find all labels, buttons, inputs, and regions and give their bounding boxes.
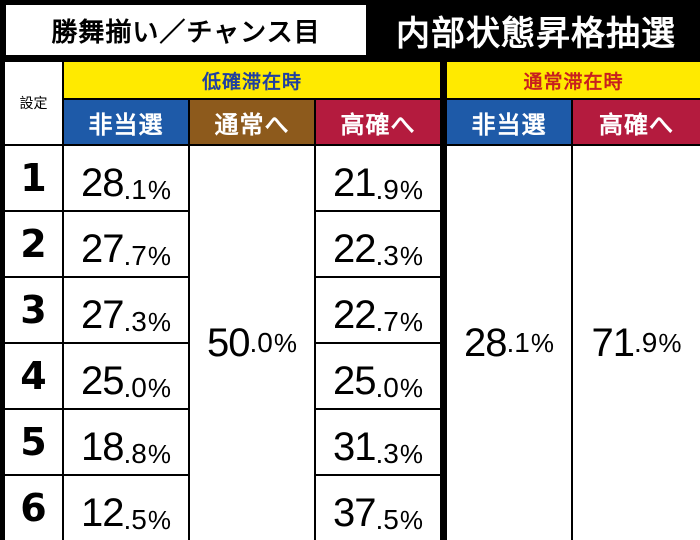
normal-to-high-value: 71.9%	[573, 146, 700, 540]
setting-number: 6	[5, 476, 62, 540]
low-none-value: 12.5%	[64, 476, 188, 540]
col-header-low-to-high: 高確へ	[316, 100, 440, 144]
setting-number: 2	[5, 212, 62, 276]
normal-none-value: 28.1%	[447, 146, 571, 540]
setting-number: 5	[5, 410, 62, 474]
low-none-value: 27.3%	[64, 278, 188, 342]
low-to-normal-value: 50.0%	[190, 146, 314, 540]
low-none-value: 18.8%	[64, 410, 188, 474]
low-to-high-value: 22.7%	[316, 278, 440, 342]
group-header-normal: 通常滞在時	[447, 62, 700, 98]
low-to-high-value: 22.3%	[316, 212, 440, 276]
low-to-high-value: 21.9%	[316, 146, 440, 210]
setting-number: 4	[5, 344, 62, 408]
group-header-low: 低確滞在時	[64, 62, 440, 98]
low-none-value: 25.0%	[64, 344, 188, 408]
col-header-low-none: 非当選	[64, 100, 188, 144]
section-title-left: 勝舞揃い／チャンス目	[6, 5, 366, 55]
setting-number: 3	[5, 278, 62, 342]
col-header-low-to-normal: 通常へ	[190, 100, 314, 144]
section-title-right: 内部状態昇格抽選	[396, 13, 676, 54]
group-separator	[440, 60, 447, 540]
setting-number: 1	[5, 146, 62, 210]
low-none-value: 27.7%	[64, 212, 188, 276]
low-none-value: 28.1%	[64, 146, 188, 210]
low-to-high-value: 37.5%	[316, 476, 440, 540]
setting-column-header: 設定	[5, 62, 62, 144]
low-to-high-value: 31.3%	[316, 410, 440, 474]
low-to-high-value: 25.0%	[316, 344, 440, 408]
col-header-normal-none: 非当選	[447, 100, 571, 144]
col-header-normal-to-high: 高確へ	[573, 100, 700, 144]
